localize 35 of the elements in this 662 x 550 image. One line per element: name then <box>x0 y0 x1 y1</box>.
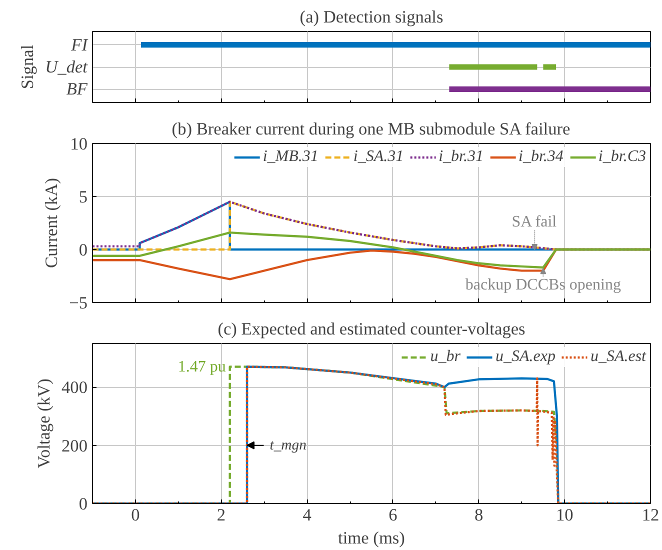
legend-label: i_br.34 <box>518 148 564 166</box>
x-tick-label: 8 <box>474 506 484 524</box>
x-tick-label: 4 <box>302 506 312 524</box>
annotation: 1.47 pu <box>178 358 226 376</box>
annotation: backup DCCBs opening <box>465 276 621 294</box>
x-tick-label: 12 <box>642 506 660 524</box>
chart-title: (c) Expected and estimated counter-voltages <box>218 320 526 338</box>
legend-label: i_br.C3 <box>598 148 646 166</box>
y-tick-label: 400 <box>62 378 88 398</box>
y-tick-label: 10 <box>70 134 88 154</box>
legend-label: i_MB.31 <box>262 148 318 166</box>
y-tick-label: U_det <box>45 58 89 76</box>
y-tick-label: FI <box>70 35 89 54</box>
legend-label: u_SA.exp <box>495 348 556 366</box>
x-tick-label: 0 <box>131 506 140 524</box>
y-axis-title: Signal <box>18 44 38 90</box>
x-tick-label: 6 <box>388 506 398 524</box>
y-tick-label: 200 <box>62 436 88 456</box>
y-tick-label: 0 <box>78 240 88 260</box>
y-tick-label: BF <box>66 80 88 99</box>
annotation: SA fail <box>512 213 558 230</box>
y-axis-title: Current (kA) <box>42 178 62 268</box>
x-tick-label: 10 <box>556 506 574 524</box>
legend-label: u_br <box>430 348 460 366</box>
chart-title: (b) Breaker current during one MB submodule SA failure <box>172 120 571 138</box>
x-axis-title: time (ms) <box>338 528 406 548</box>
legend-label: i_br.31 <box>438 148 484 166</box>
y-axis-title: Voltage (kV) <box>34 378 54 468</box>
annotation: t_mgn <box>270 437 306 454</box>
chart-title: (a) Detection signals <box>300 8 444 26</box>
legend-label: u_SA.est <box>590 348 646 366</box>
y-tick-label: 5 <box>78 188 88 206</box>
y-tick-label: −5 <box>69 294 88 312</box>
legend-label: i_SA.31 <box>353 148 404 166</box>
x-tick-label: 2 <box>216 506 226 524</box>
